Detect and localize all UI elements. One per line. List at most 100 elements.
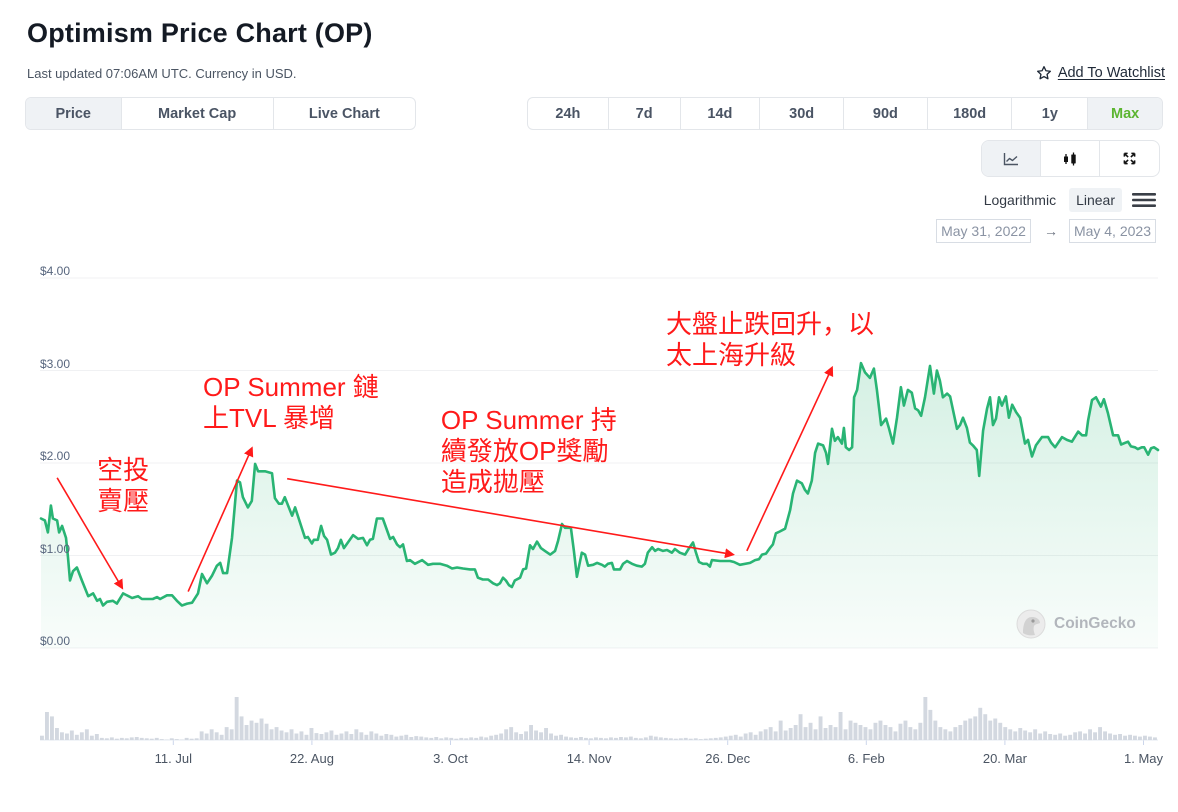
volume-bar (1108, 733, 1112, 740)
volume-bar (289, 729, 294, 741)
volume-bar (249, 720, 254, 740)
volume-bar (803, 727, 808, 740)
x-tick-label: 11. Jul (154, 751, 192, 766)
volume-bar (189, 738, 194, 740)
volume-bar (768, 727, 773, 740)
volume-bar (1013, 731, 1018, 740)
volume-bar (1078, 731, 1082, 740)
volume-bar (169, 738, 174, 740)
tab-live-chart[interactable]: Live Chart (308, 105, 380, 122)
volume-bar (589, 738, 593, 740)
annotation-line: 造成拋壓 (440, 466, 545, 497)
range-90d[interactable]: 90d (844, 98, 928, 129)
line-chart-button[interactable] (982, 141, 1041, 176)
x-tick-label: 14. Nov (566, 751, 612, 766)
volume-bar (868, 729, 873, 741)
volume-bar (299, 731, 304, 740)
date-to-input[interactable]: May 4, 2023 (1068, 219, 1156, 243)
volume-bar (594, 737, 598, 740)
volume-bar (1088, 729, 1092, 741)
time-range-tabs: 24h 7d 14d 30d 90d 180d 1y Max (527, 97, 1163, 130)
volume-bar (648, 735, 653, 740)
volume-bar (394, 736, 399, 740)
watermark-label: CoinGecko (1054, 615, 1136, 632)
volume-bar (728, 735, 733, 740)
arrow-right-icon: → (1043, 223, 1058, 239)
tab-price[interactable]: Price (26, 98, 122, 129)
volume-bar (429, 737, 434, 740)
volume-bar (848, 720, 853, 740)
volume-bar (838, 712, 843, 740)
volume-bar (419, 736, 424, 740)
volume-bar (434, 737, 439, 740)
volume-bar (923, 697, 928, 740)
volume-bar (474, 737, 479, 740)
volume-bar (444, 737, 449, 740)
volume-bar (124, 738, 129, 740)
volume-bar (753, 734, 758, 740)
range-7d[interactable]: 7d (609, 98, 681, 129)
annotation-line: 空投 (97, 454, 150, 485)
volume-bar (1018, 728, 1023, 740)
volume-bar (788, 728, 793, 740)
volume-bar (663, 737, 668, 740)
candlestick-chart-button[interactable] (1041, 141, 1100, 176)
volume-bar (1043, 731, 1048, 740)
hamburger-menu-icon[interactable] (1132, 192, 1156, 208)
volume-bar (818, 716, 823, 741)
fullscreen-button[interactable] (1100, 141, 1159, 176)
volume-bar (993, 718, 998, 740)
volume-bar (284, 732, 289, 740)
volume-bar (149, 738, 154, 740)
volume-bar (863, 727, 868, 740)
volume-bar (69, 730, 74, 740)
volume-bar (239, 716, 244, 741)
range-180d[interactable]: 180d (928, 98, 1013, 129)
annotation-arrow (287, 477, 735, 559)
scale-linear[interactable]: Linear (1069, 188, 1122, 212)
volume-bar (404, 734, 409, 740)
annotation-arrow (187, 446, 254, 592)
range-14d[interactable]: 14d (681, 98, 761, 129)
volume-bar (524, 731, 528, 740)
volume-bar (1008, 729, 1013, 741)
scale-logarithmic[interactable]: Logarithmic (983, 192, 1057, 208)
x-tick-label: 20. Mar (982, 751, 1027, 766)
volume-bar (324, 732, 329, 740)
volume-bar (464, 738, 469, 740)
volume-bar (109, 737, 114, 740)
volume-bar (354, 729, 359, 741)
annotation-airdrop-selling: 空投 賣壓 (97, 455, 149, 517)
range-24h[interactable]: 24h (528, 98, 609, 129)
volume-bar (274, 727, 279, 740)
volume-bar (1048, 734, 1053, 740)
volume-bar (334, 734, 339, 740)
volume-bar (234, 697, 239, 740)
range-1y[interactable]: 1y (1012, 98, 1089, 129)
volume-bar (79, 732, 84, 740)
volume-bar (424, 737, 429, 740)
volume-bar (489, 735, 494, 740)
y-tick-label: $4.00 (40, 264, 71, 278)
range-max[interactable]: Max (1088, 98, 1162, 129)
volume-bar (713, 737, 718, 740)
tab-market-cap[interactable]: Market Cap (122, 98, 274, 129)
volume-bar (479, 736, 484, 740)
volume-bar (638, 738, 643, 740)
volume-bar (908, 727, 913, 740)
volume-bar (504, 729, 509, 741)
annotation-arrow (746, 365, 834, 552)
volume-bar (174, 739, 179, 740)
star-outline-icon (1036, 65, 1052, 81)
volume-bar (723, 736, 728, 740)
volume-bar (65, 733, 69, 740)
add-to-watchlist-link[interactable]: Add To Watchlist (1036, 65, 1165, 81)
price-line (39, 361, 1160, 607)
volume-bar (628, 736, 633, 740)
volume-bar (963, 720, 968, 740)
date-from-input[interactable]: May 31, 2022 (936, 219, 1031, 243)
volume-bar (469, 737, 474, 740)
range-30d[interactable]: 30d (760, 98, 845, 129)
volume-bar (609, 737, 613, 740)
